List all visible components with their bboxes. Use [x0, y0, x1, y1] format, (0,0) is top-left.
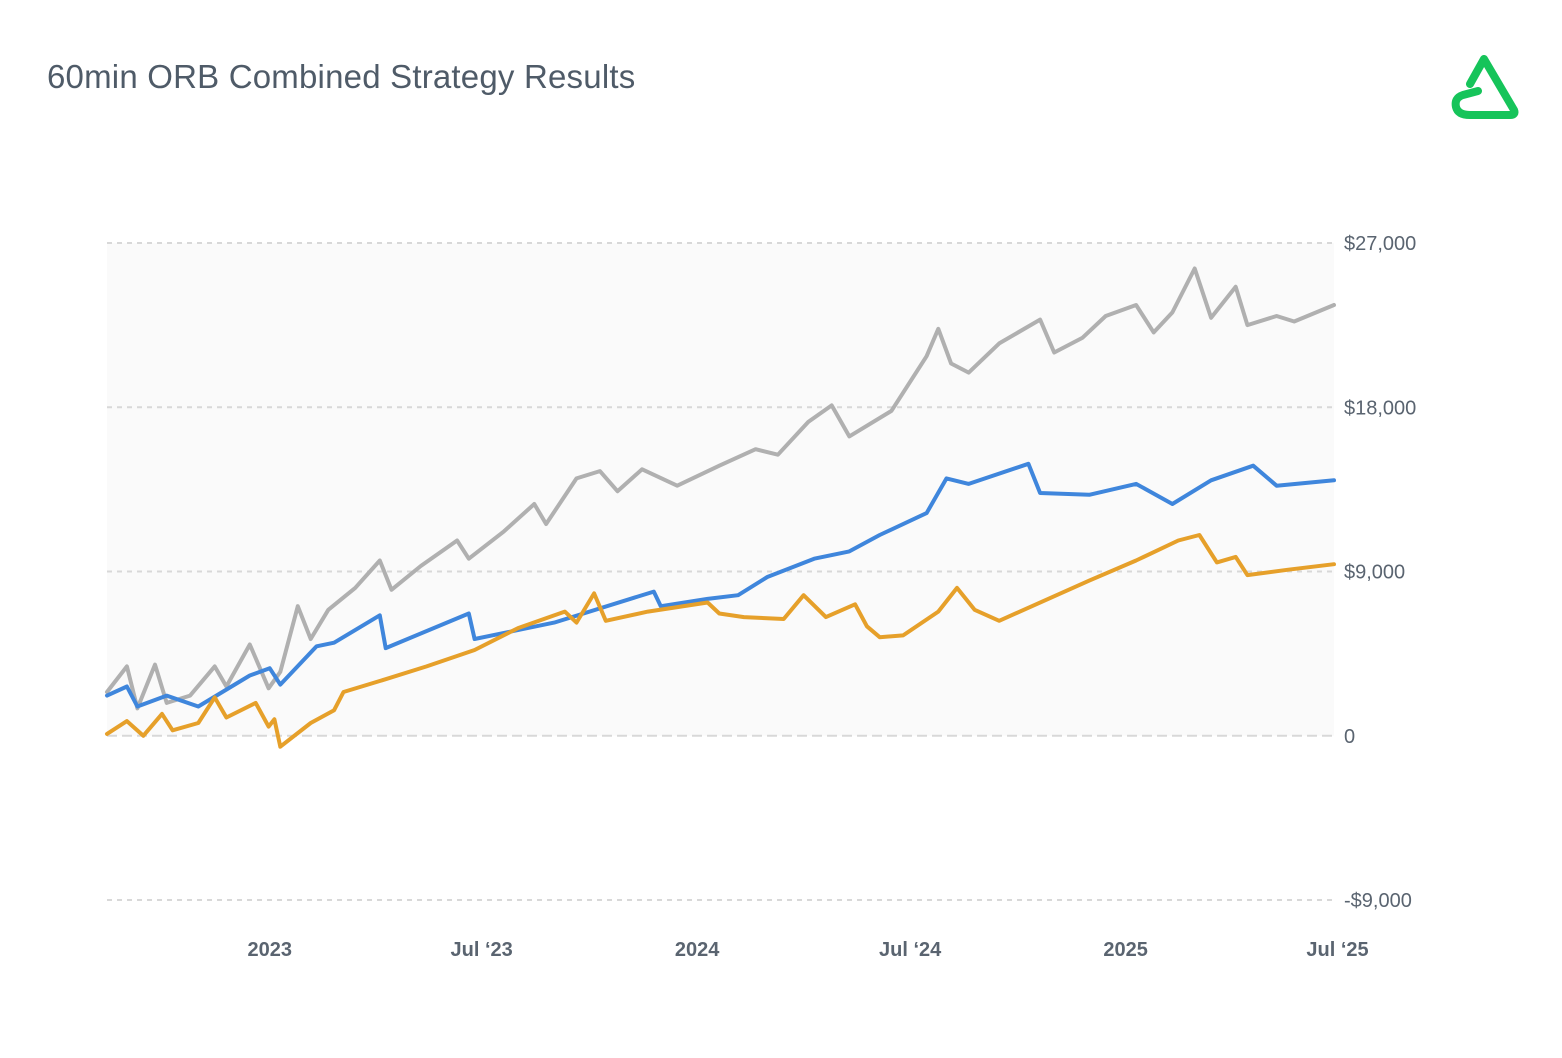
x-tick-label: 2025 [1103, 939, 1148, 961]
x-tick-label: 2024 [675, 939, 720, 961]
x-axis-labels: 2023 Jul ‘23 2024 Jul ‘24 2025 Jul ‘25 [247, 939, 1368, 961]
series-line-combined [105, 266, 1336, 711]
y-tick-label: $18,000 [1344, 397, 1416, 419]
page-title: 60min ORB Combined Strategy Results [47, 58, 636, 95]
gridlines [107, 242, 1334, 901]
x-tick-label: Jul ‘24 [879, 939, 942, 961]
series-line-orange [105, 533, 1336, 749]
y-tick-label: -$9,000 [1344, 890, 1412, 912]
series-line-blue [105, 461, 1336, 709]
x-tick-label: Jul ‘25 [1306, 939, 1368, 961]
y-tick-label: 0 [1344, 726, 1355, 748]
x-tick-label: Jul ‘23 [451, 939, 513, 961]
series-layer [105, 266, 1336, 749]
y-tick-label: $27,000 [1344, 233, 1416, 255]
green-triangle-loop-logo-icon [1451, 55, 1519, 119]
x-tick-label: 2023 [247, 939, 292, 961]
y-tick-label: $9,000 [1344, 562, 1405, 584]
y-axis-labels: $27,000 $18,000 $9,000 0 -$9,000 [1344, 233, 1416, 912]
